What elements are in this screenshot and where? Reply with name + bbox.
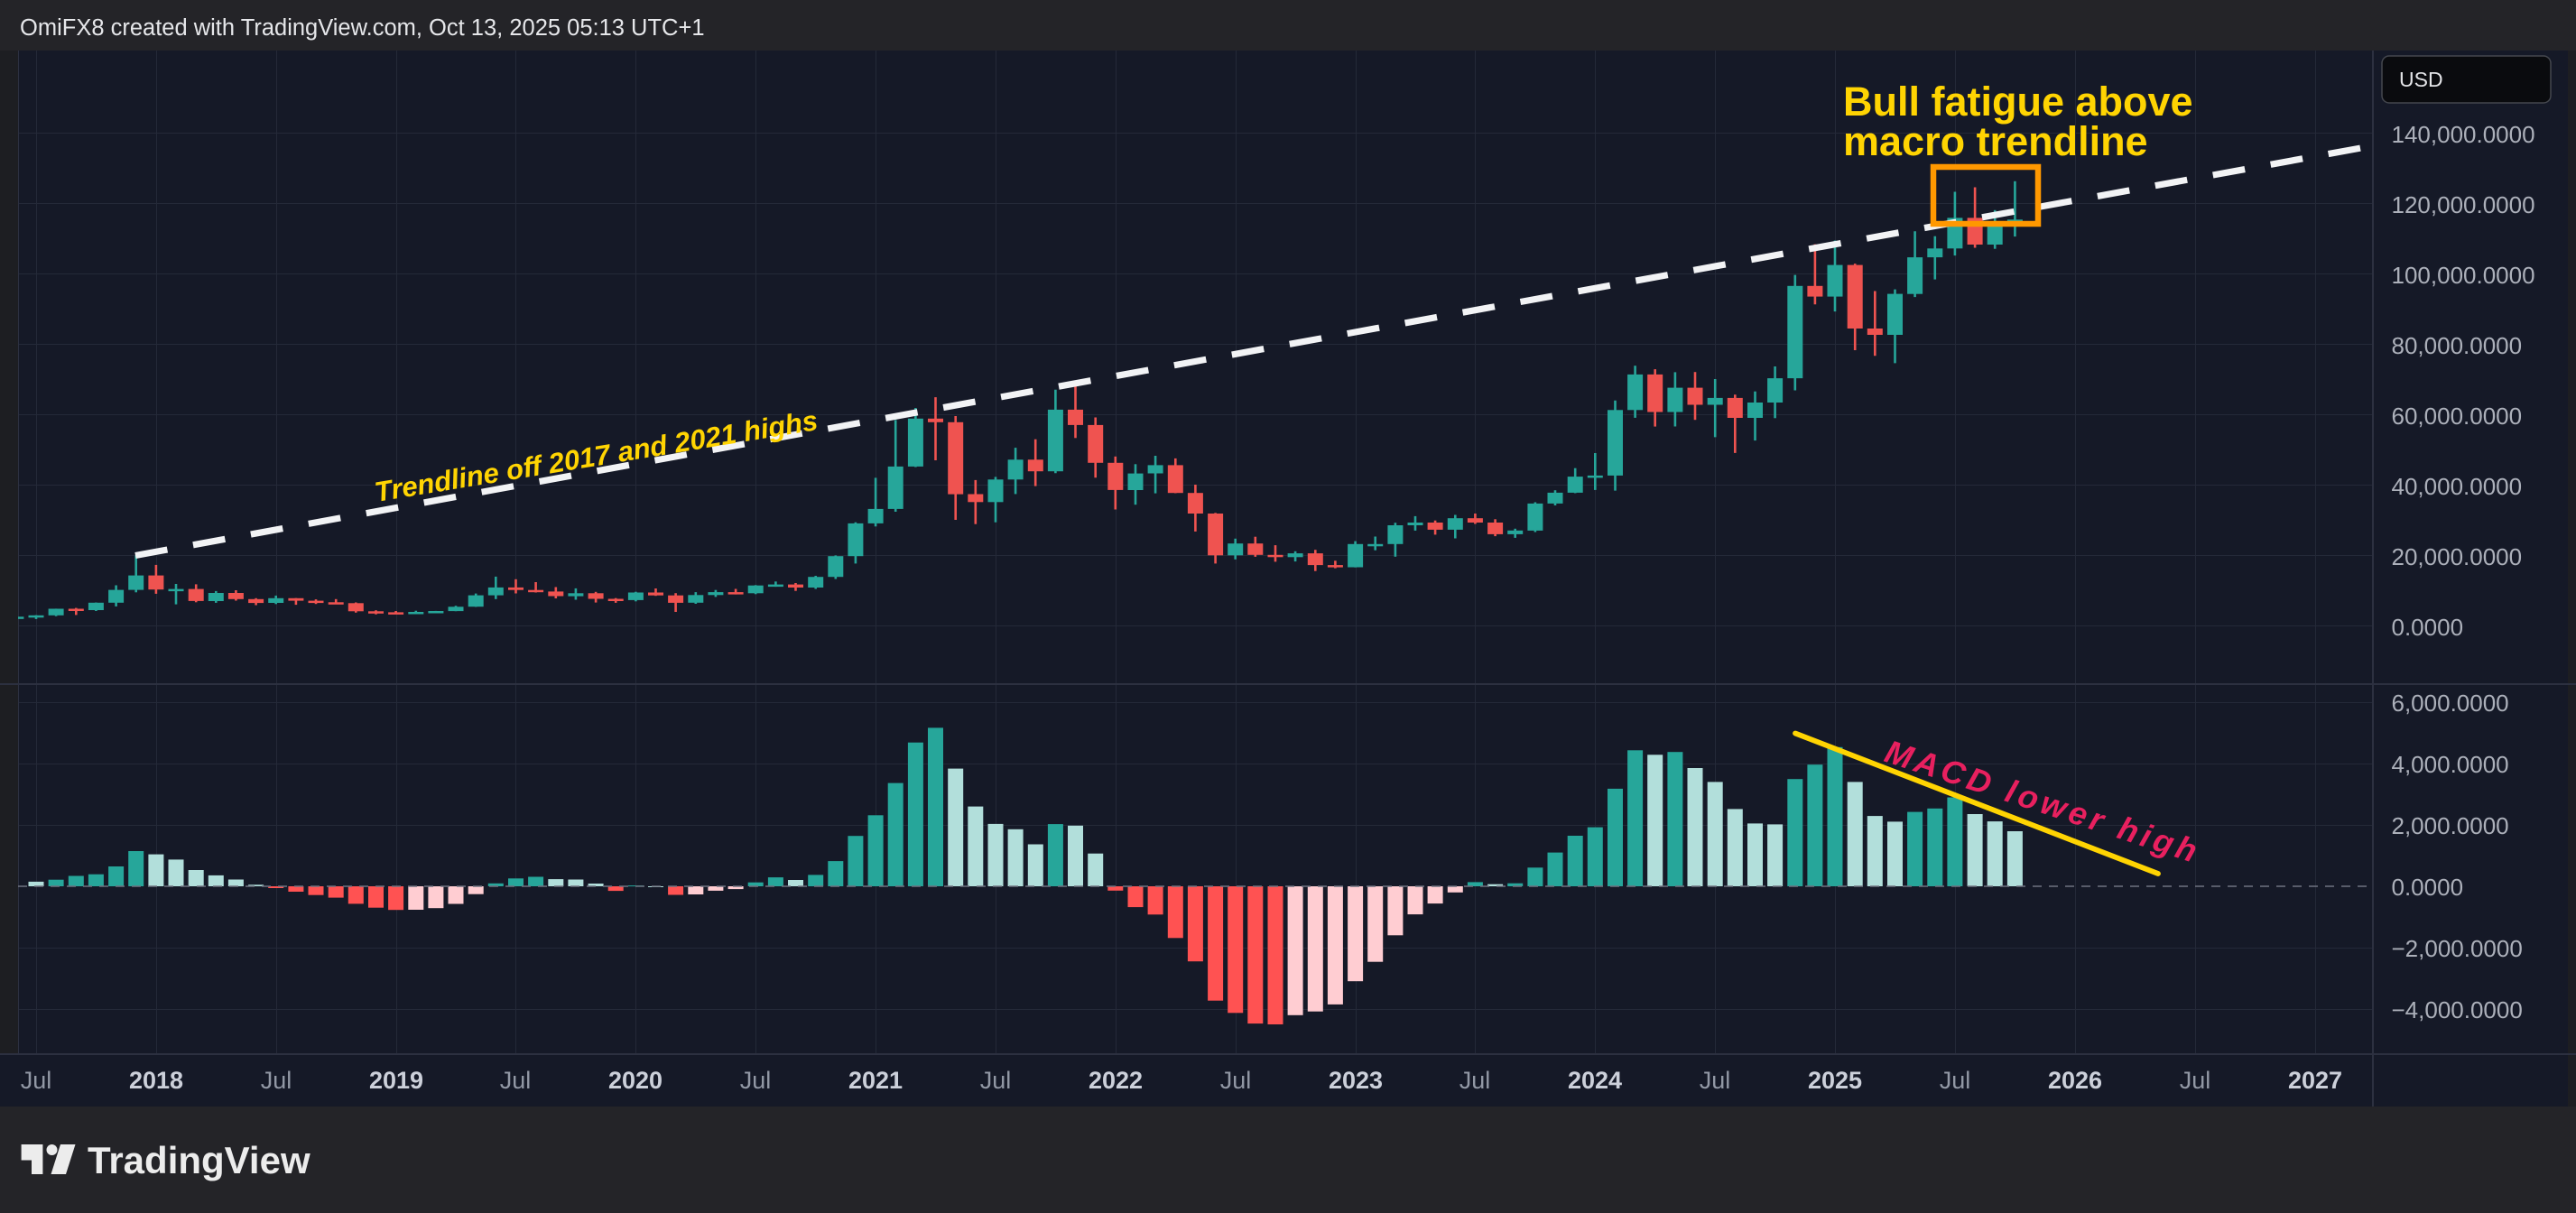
svg-text:2023: 2023 — [1329, 1067, 1383, 1094]
svg-text:2024: 2024 — [1568, 1067, 1622, 1094]
svg-text:Jul: Jul — [21, 1067, 52, 1094]
svg-text:Jul: Jul — [2180, 1067, 2211, 1094]
svg-text:−2,000.0000: −2,000.0000 — [2392, 935, 2523, 962]
svg-text:Jul: Jul — [261, 1067, 292, 1094]
svg-text:Bull fatigue above: Bull fatigue above — [1843, 79, 2193, 125]
svg-text:40,000.0000: 40,000.0000 — [2392, 473, 2523, 500]
svg-text:2019: 2019 — [369, 1067, 423, 1094]
svg-text:2022: 2022 — [1089, 1067, 1143, 1094]
svg-text:6,000.0000: 6,000.0000 — [2392, 690, 2509, 717]
svg-text:2020: 2020 — [608, 1067, 663, 1094]
svg-text:2025: 2025 — [1808, 1067, 1862, 1094]
svg-text:2027: 2027 — [2288, 1067, 2342, 1094]
svg-text:4,000.0000: 4,000.0000 — [2392, 751, 2509, 778]
svg-text:Jul: Jul — [1700, 1067, 1731, 1094]
svg-text:Jul: Jul — [1940, 1067, 1971, 1094]
svg-text:Jul: Jul — [1220, 1067, 1252, 1094]
svg-text:60,000.0000: 60,000.0000 — [2392, 403, 2523, 430]
svg-text:2026: 2026 — [2048, 1067, 2102, 1094]
svg-text:−4,000.0000: −4,000.0000 — [2392, 996, 2523, 1023]
svg-text:0.0000: 0.0000 — [2392, 874, 2464, 901]
svg-text:120,000.0000: 120,000.0000 — [2392, 191, 2535, 218]
svg-text:2,000.0000: 2,000.0000 — [2392, 812, 2509, 839]
svg-text:2021: 2021 — [848, 1067, 903, 1094]
svg-text:2018: 2018 — [129, 1067, 183, 1094]
svg-text:macro trendline: macro trendline — [1843, 118, 2148, 164]
svg-text:80,000.0000: 80,000.0000 — [2392, 332, 2523, 359]
svg-text:100,000.0000: 100,000.0000 — [2392, 262, 2535, 289]
svg-text:140,000.0000: 140,000.0000 — [2392, 121, 2535, 148]
svg-text:OmiFX8 created with TradingVie: OmiFX8 created with TradingView.com, Oct… — [20, 15, 705, 41]
svg-text:Jul: Jul — [1459, 1067, 1491, 1094]
svg-text:Jul: Jul — [500, 1067, 532, 1094]
svg-text:Jul: Jul — [980, 1067, 1012, 1094]
svg-text:20,000.0000: 20,000.0000 — [2392, 543, 2523, 570]
svg-text:0.0000: 0.0000 — [2392, 614, 2464, 641]
svg-text:Jul: Jul — [740, 1067, 772, 1094]
svg-text:USD: USD — [2399, 68, 2443, 91]
svg-text:TradingView: TradingView — [88, 1139, 310, 1181]
